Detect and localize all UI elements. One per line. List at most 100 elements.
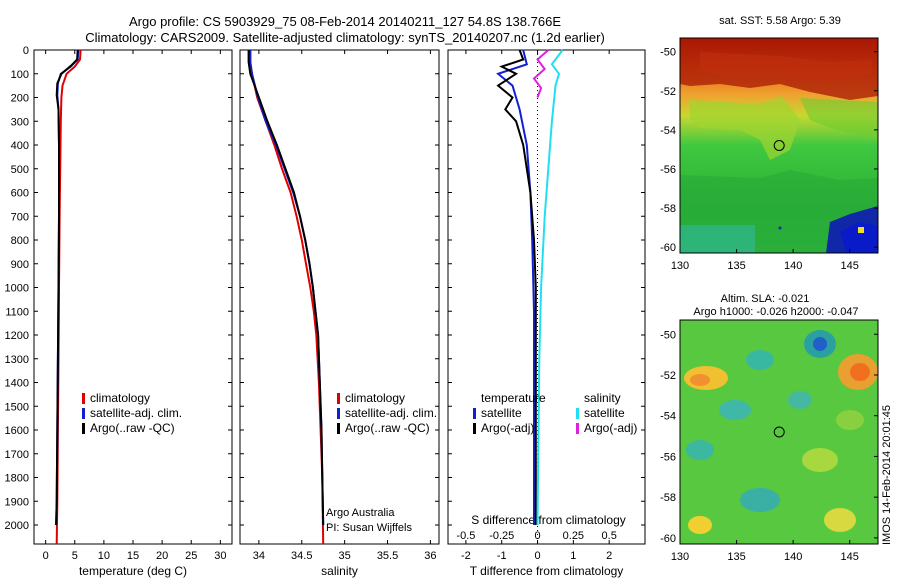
legend-swatch [337,423,340,434]
y-tick-label: 1400 [5,378,29,390]
y-tick-label: 200 [11,93,29,105]
s-tick-label: -0.5 [456,530,475,542]
x-tick-label: -2 [461,550,471,562]
y-tick-label: 400 [11,140,29,152]
map-y-tick-label: -52 [660,370,676,382]
map-x-tick-label: 140 [784,551,802,563]
y-tick-label: 1000 [5,283,29,295]
legend-swatch [473,423,476,434]
legend-label: satellite-adj. clim. [90,406,182,420]
legend-label: Argo(-adj) [584,421,637,435]
y-tick-label: 500 [11,164,29,176]
x-tick-label: 0 [43,550,49,562]
sst-map-image [680,38,878,253]
map-x-tick-label: 140 [784,260,802,272]
y-tick-label: 300 [11,116,29,128]
x-tick-label: 20 [156,550,168,562]
x-tick-label: 5 [72,550,78,562]
timestamp-label: IMOS 14-Feb-2014 20:01:45 [881,405,893,545]
map-y-tick-label: -50 [660,329,676,341]
x-tick-label: -1 [497,550,507,562]
y-tick-label: 1700 [5,449,29,461]
series-line-argo-raw-qc- [55,49,79,526]
map-x-tick-label: 135 [727,551,745,563]
y-tick-label: 600 [11,188,29,200]
difference-frame [447,49,646,545]
x-tick-label: 34.5 [291,550,312,562]
x-tick-label: 2 [606,550,612,562]
y-tick-label: 0 [23,45,29,57]
x-tick-label: 30 [214,550,226,562]
s-tick-label: 0.25 [563,530,584,542]
x-tick-label: 36 [424,550,436,562]
title-line-1: Argo profile: CS 5903929_75 08-Feb-2014 … [129,14,561,29]
series-line-salinity-satellite [536,49,564,526]
annotation-line: PI: Susan Wijffels [326,522,412,534]
legend-label: temperature [481,391,546,405]
difference-panel: -2 -1 0 1 2 T difference from climatology S di… [447,49,646,578]
sla-map-axes: 130 135 140 145 -50 -52 -54 -56 -58 -60 [660,329,878,563]
legend-swatch [82,393,85,404]
temperature-panel: 0 5 10 15 20 25 30 temperature (deg C) 0 100 200 30… [5,45,233,578]
legend-swatch [337,408,340,419]
series-line-temperature-argo-adj- [496,49,537,525]
y-tick-label: 800 [11,235,29,247]
legend-swatch [82,423,85,434]
x-tick-label: 15 [127,550,139,562]
legend-label: climatology [90,391,150,405]
temperature-x-axis-label: temperature (deg C) [79,564,187,578]
difference-top-axis-label: S difference from climatology [471,513,626,527]
y-tick-label: 1100 [5,306,29,318]
legend-swatch [576,408,579,419]
x-tick-label: 34 [253,550,265,562]
map-y-tick-label: -56 [660,451,676,463]
y-tick-label: 700 [11,211,29,223]
legend-label: Argo(..raw -QC) [345,421,430,435]
legend-label: salinity [584,391,621,405]
legend-swatch [337,393,340,404]
map-x-tick-label: 135 [727,260,745,272]
x-tick-label: 10 [98,550,110,562]
map-y-tick-label: -56 [660,164,676,176]
x-tick-label: 35.5 [377,550,398,562]
x-tick-label: 25 [185,550,197,562]
map-y-tick-label: -60 [660,533,676,545]
title-line-2: Climatology: CARS2009. Satellite-adjuste… [85,30,605,45]
salinity-x-axis-label: salinity [321,564,358,578]
y-tick-label: 1900 [5,496,29,508]
s-tick-label: 0 [534,530,540,542]
y-tick-label: 2000 [5,520,29,532]
map-y-tick-label: -60 [660,242,676,254]
legend-swatch [82,408,85,419]
legend-label: satellite-adj. clim. [345,406,437,420]
map-x-tick-label: 130 [671,551,689,563]
map-x-tick-label: 145 [841,260,859,272]
salinity-frame [239,49,440,545]
annotation-line: Argo Australia [326,507,395,519]
map-x-tick-label: 145 [841,551,859,563]
series-line-argo-raw-qc- [247,50,325,526]
legend-swatch [576,423,579,434]
y-tick-label: 1800 [5,473,29,485]
legend-label: Argo(..raw -QC) [90,421,175,435]
y-tick-label: 1600 [5,425,29,437]
temperature-frame [33,49,233,545]
series-line-climatology [249,50,325,545]
y-tick-label: 1500 [5,401,29,413]
map-x-tick-label: 130 [671,260,689,272]
x-tick-label: 0 [534,550,540,562]
map-y-tick-label: -52 [660,86,676,98]
legend-swatch [473,408,476,419]
sla-map-title: Altim. SLA: -0.021 [721,293,810,305]
legend-label: climatology [345,391,405,405]
legend-label: satellite [584,406,625,420]
argo-position-marker [773,140,785,151]
salinity-panel: 34 34.5 35 35.5 36 salinity climatologysatelli… [239,49,440,578]
sst-map-title: sat. SST: 5.58 Argo: 5.39 [719,15,841,27]
map-y-tick-label: -58 [660,203,676,215]
sla-map-image [680,320,878,544]
legend-label: satellite [481,406,522,420]
series-line-climatology [55,49,82,545]
difference-x-axis-label: T difference from climatology [470,564,624,578]
